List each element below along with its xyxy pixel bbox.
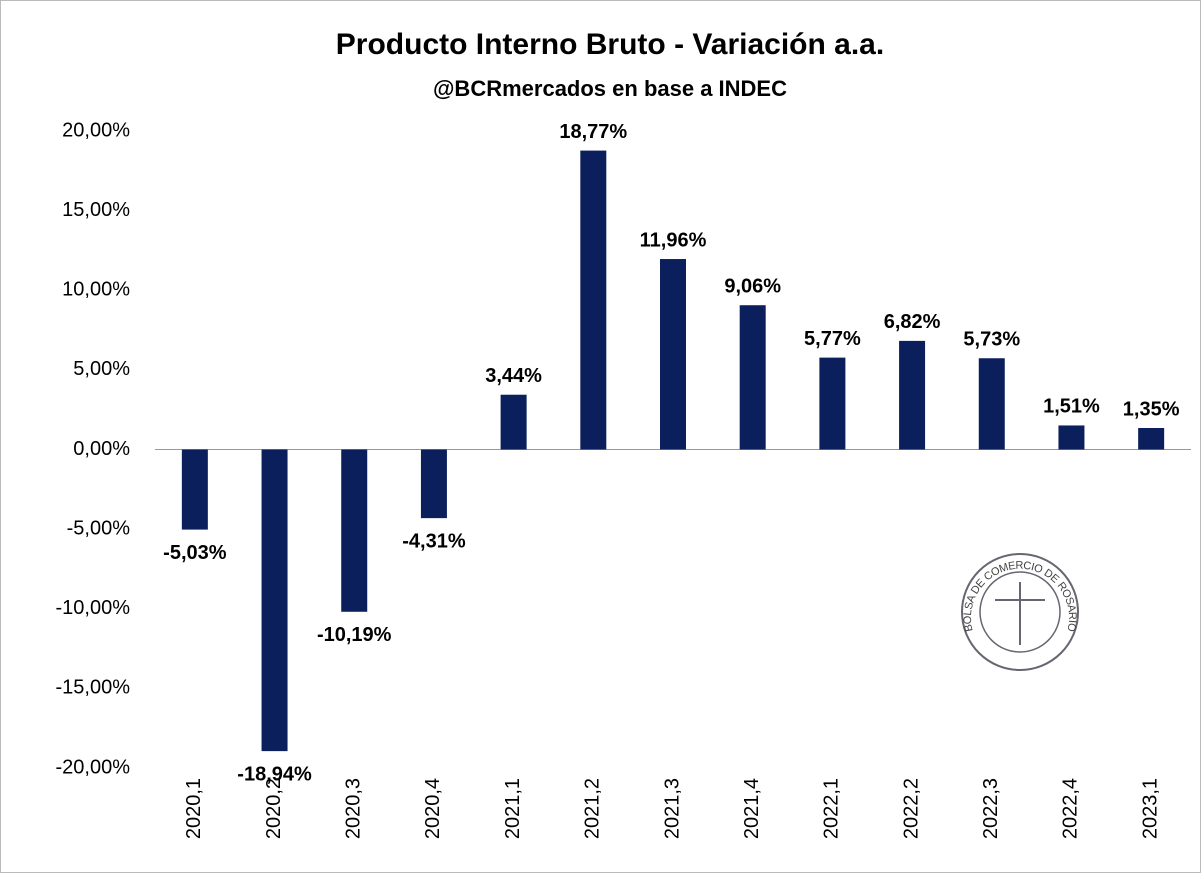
x-tick-label: 2021,3: [661, 778, 683, 839]
bar: [819, 357, 846, 450]
bar: [978, 358, 1005, 450]
x-tick-label: 2020,3: [343, 778, 365, 839]
bar: [181, 449, 208, 530]
y-tick-label: 15,00%: [62, 199, 130, 221]
y-tick-label: -15,00%: [56, 677, 131, 699]
watermark-ring: [961, 553, 1079, 671]
x-tick-label: 2020,1: [183, 778, 205, 839]
x-tick-label: 2021,2: [582, 778, 604, 839]
x-tick-label: 2022,2: [900, 778, 922, 839]
value-label: 5,73%: [963, 329, 1020, 351]
value-label: 11,96%: [640, 229, 707, 251]
value-label: -18,94%: [237, 763, 312, 785]
x-tick-label: 2021,4: [741, 778, 763, 839]
value-label: 9,06%: [724, 276, 781, 298]
x-tick-label: 2022,4: [1060, 778, 1082, 839]
bar: [660, 259, 686, 450]
value-label: 1,35%: [1123, 398, 1180, 420]
bar: [1058, 425, 1085, 450]
y-tick-label: 5,00%: [73, 358, 130, 380]
value-label: -4,31%: [402, 530, 466, 552]
x-tick-label: 2020,4: [422, 778, 444, 839]
value-label: 1,51%: [1043, 396, 1100, 418]
watermark-inner-ring: [979, 571, 1061, 653]
y-tick-label: 10,00%: [62, 279, 130, 301]
value-label: -10,19%: [317, 624, 392, 646]
y-tick-label: -10,00%: [56, 597, 131, 619]
x-tick-label: 2023,1: [1139, 778, 1161, 839]
y-tick-label: 0,00%: [73, 438, 130, 460]
x-tick-label: 2022,3: [980, 778, 1002, 839]
x-tick-label: 2020,2: [263, 778, 285, 839]
value-label: 6,82%: [884, 311, 941, 333]
x-tick-label: 2022,1: [821, 778, 843, 839]
x-tick-label: 2021,1: [502, 778, 524, 839]
y-tick-label: -5,00%: [67, 517, 131, 539]
y-tick-label: -20,00%: [56, 756, 131, 778]
value-label: 3,44%: [485, 365, 542, 387]
chart-subtitle: @BCRmercados en base a INDEC: [433, 76, 787, 101]
bar: [500, 394, 527, 450]
value-label: -5,03%: [163, 542, 227, 564]
bar: [580, 150, 607, 450]
chart-title: Producto Interno Bruto - Variación a.a.: [336, 28, 884, 61]
y-tick-label: 20,00%: [62, 119, 130, 141]
bar: [739, 305, 766, 450]
bar: [1138, 428, 1165, 450]
bar: [261, 449, 288, 752]
bar: [420, 449, 447, 519]
bar: [899, 340, 926, 450]
value-label: 18,77%: [559, 121, 627, 143]
value-label: 5,77%: [804, 328, 861, 350]
bar: [341, 449, 368, 612]
